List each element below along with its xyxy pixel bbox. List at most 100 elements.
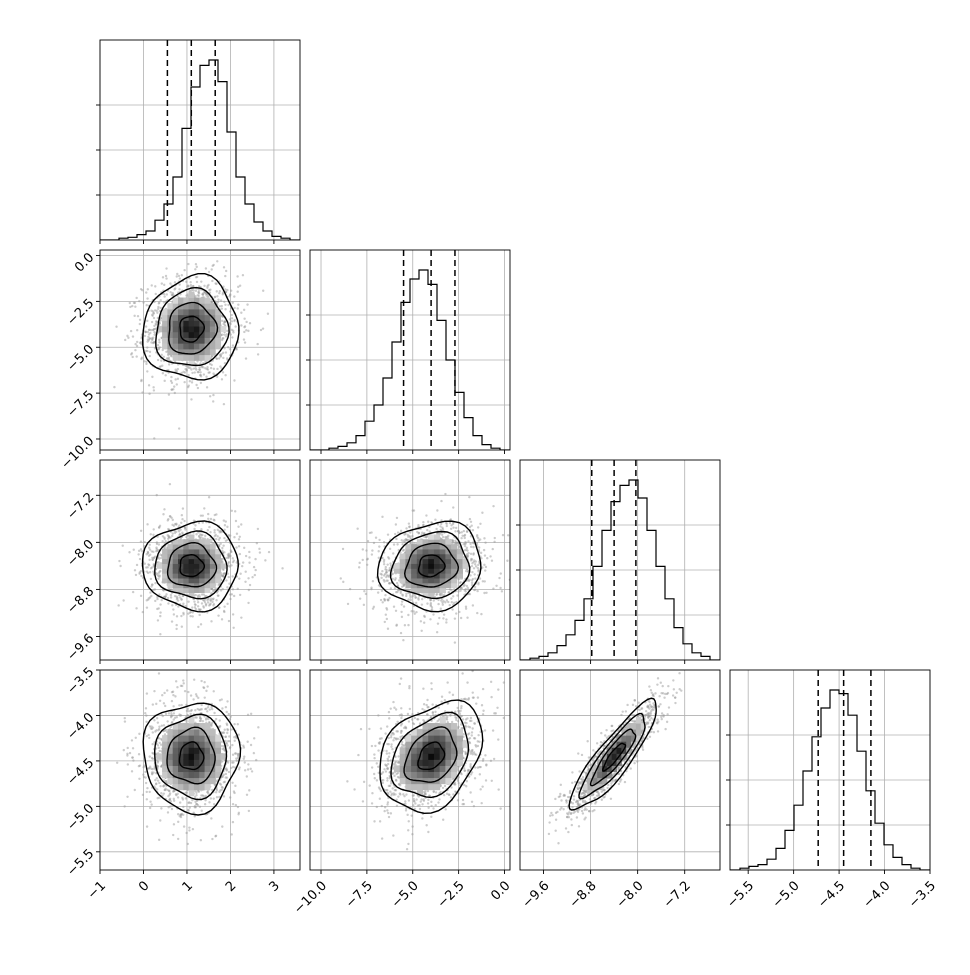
density-cell [162, 332, 168, 338]
sample-point [411, 535, 413, 537]
sample-point [153, 437, 155, 439]
sample-point [153, 331, 155, 333]
density-cell [183, 332, 189, 338]
sample-point [211, 355, 213, 357]
sample-point [196, 266, 198, 268]
sample-point [439, 525, 441, 527]
sample-point [147, 338, 149, 340]
sample-point [245, 555, 247, 557]
pair-panel-1-0 [94, 238, 300, 454]
sample-point [393, 606, 395, 608]
sample-point [167, 795, 169, 797]
sample-point [189, 281, 191, 283]
sample-point [146, 304, 148, 306]
sample-point [436, 509, 438, 511]
histogram-panel-1 [306, 250, 510, 454]
pair-panel-2-0 [96, 460, 300, 664]
sample-point [199, 371, 201, 373]
sample-point [383, 580, 385, 582]
sample-point [171, 721, 173, 723]
sample-point [153, 690, 155, 692]
sample-point [205, 267, 207, 269]
sample-point [162, 535, 164, 537]
sample-point [205, 690, 207, 692]
sample-point [454, 540, 456, 542]
sample-point [152, 329, 154, 331]
sample-point [386, 608, 388, 610]
sample-point [411, 595, 413, 597]
sample-point [224, 524, 226, 526]
sample-point [248, 562, 250, 564]
density-cell [162, 559, 168, 564]
sample-point [247, 577, 249, 579]
density-cell [445, 573, 451, 578]
density-cell [428, 578, 434, 583]
sample-point [124, 339, 126, 341]
sample-point [138, 300, 140, 302]
sample-point [226, 586, 228, 588]
sample-point [117, 604, 119, 606]
sample-point [184, 368, 186, 370]
sample-point [383, 541, 385, 543]
sample-point [210, 541, 212, 543]
sample-point [239, 573, 241, 575]
density-cell [434, 534, 440, 539]
sample-point [386, 618, 388, 620]
sample-point [169, 483, 171, 485]
sample-point [223, 347, 225, 349]
pair-panel-plot-area [117, 483, 283, 635]
sample-point [149, 355, 151, 357]
sample-point [203, 606, 205, 608]
sample-point [129, 306, 131, 308]
sample-point [149, 544, 151, 546]
sample-point [470, 521, 472, 523]
sample-point [203, 507, 205, 509]
sample-point [231, 336, 233, 338]
sample-point [133, 315, 135, 317]
sample-point [194, 268, 196, 270]
density-cell [205, 349, 211, 355]
sample-point [342, 548, 344, 550]
sample-point [145, 363, 147, 365]
sample-point [176, 383, 178, 385]
sample-point [427, 521, 429, 523]
density-cell [178, 588, 184, 593]
sample-point [401, 600, 403, 602]
sample-point [469, 518, 471, 520]
sample-point [232, 302, 234, 304]
sample-point [247, 330, 249, 332]
sample-point [464, 537, 466, 539]
sample-point [206, 710, 208, 712]
sample-point [179, 533, 181, 535]
sample-point [387, 628, 389, 630]
density-cell [405, 583, 411, 588]
sample-point [230, 550, 232, 552]
sample-point [199, 609, 201, 611]
sample-point [205, 375, 207, 377]
sample-point [221, 547, 223, 549]
sample-point [472, 542, 474, 544]
sample-point [268, 551, 270, 553]
sample-point [409, 531, 411, 533]
sample-point [178, 594, 180, 596]
density-cell [178, 298, 184, 304]
density-cell [221, 326, 227, 332]
sample-point [156, 312, 158, 314]
sample-point [212, 372, 214, 374]
sample-point [134, 569, 136, 571]
sample-point [187, 612, 189, 614]
sample-point [195, 263, 197, 265]
sample-point [446, 525, 448, 527]
sample-point [210, 518, 212, 520]
sample-point [401, 543, 403, 545]
sample-point [147, 288, 149, 290]
sample-point [235, 520, 237, 522]
sample-point [451, 608, 453, 610]
sample-point [187, 374, 189, 376]
density-cell [189, 563, 195, 568]
sample-point [382, 601, 384, 603]
sample-point [228, 295, 230, 297]
sample-point [168, 363, 170, 365]
sample-point [160, 359, 162, 361]
sample-point [147, 551, 149, 553]
